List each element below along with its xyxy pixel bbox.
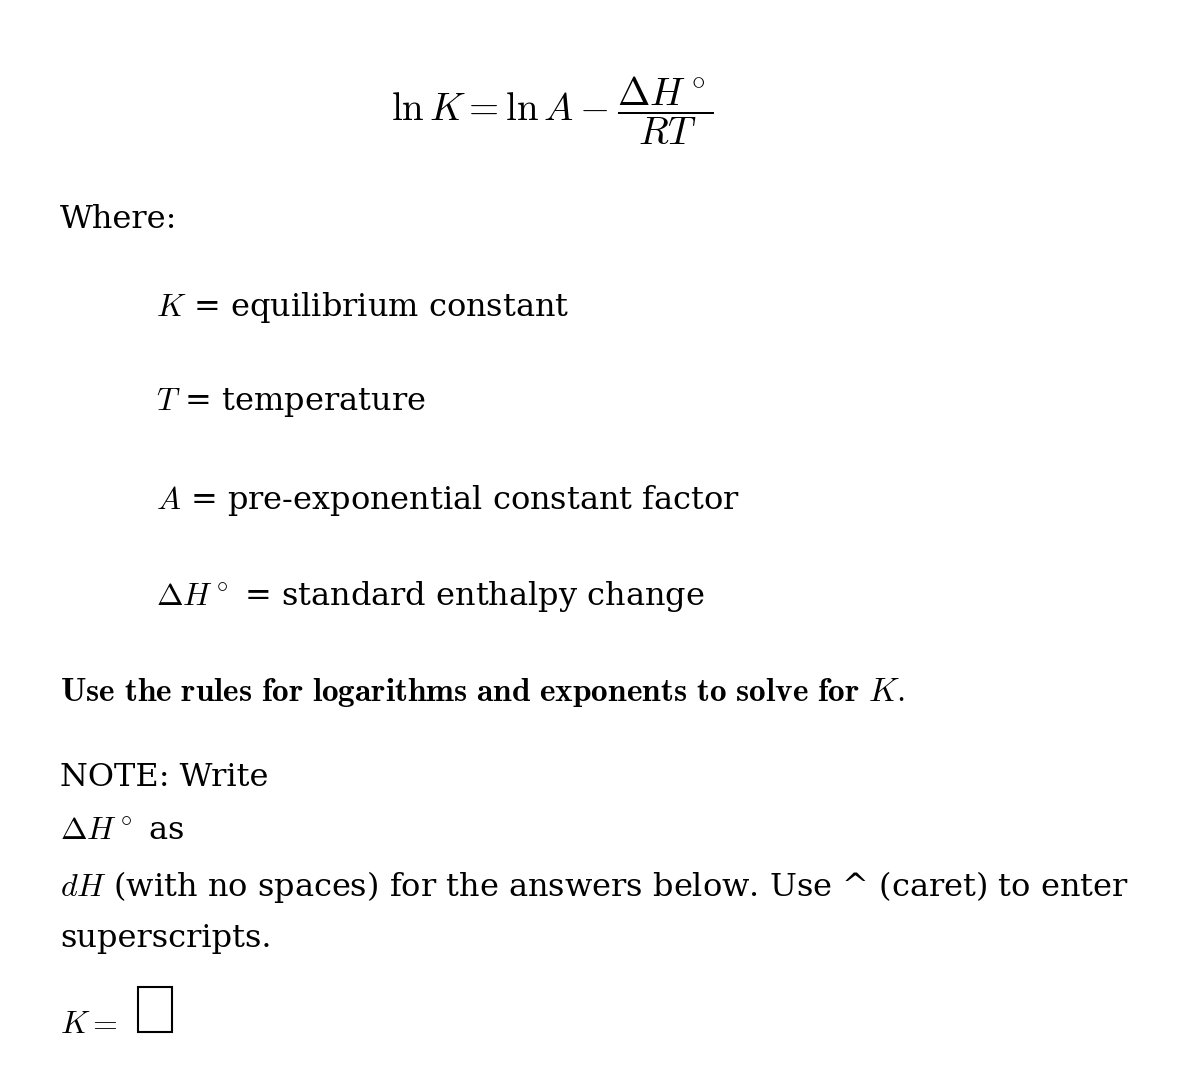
FancyBboxPatch shape <box>138 987 172 1032</box>
Text: $\mathbf{Use\ the\ rules\ for\ logarithms\ and\ exponents\ to\ solve\ for}\ \mat: $\mathbf{Use\ the\ rules\ for\ logarithm… <box>60 676 905 709</box>
Text: $K =$: $K =$ <box>60 1009 118 1040</box>
Text: $\Delta H^\circ$ as: $\Delta H^\circ$ as <box>60 815 184 847</box>
Text: $A$ = pre-exponential constant factor: $A$ = pre-exponential constant factor <box>156 483 740 518</box>
Text: Where:: Where: <box>60 204 178 235</box>
Text: $T$ = temperature: $T$ = temperature <box>156 386 426 420</box>
Text: superscripts.: superscripts. <box>60 923 271 954</box>
Text: $dH$ (with no spaces) for the answers below. Use ^ (caret) to enter: $dH$ (with no spaces) for the answers be… <box>60 869 1129 906</box>
Text: NOTE: Write: NOTE: Write <box>60 762 269 793</box>
Text: $K$ = equilibrium constant: $K$ = equilibrium constant <box>156 290 570 325</box>
Text: $\Delta H^\circ$ = standard enthalpy change: $\Delta H^\circ$ = standard enthalpy cha… <box>156 579 704 615</box>
Text: $\ln K = \ln A - \dfrac{\Delta H^\circ}{RT}$: $\ln K = \ln A - \dfrac{\Delta H^\circ}{… <box>390 75 714 147</box>
